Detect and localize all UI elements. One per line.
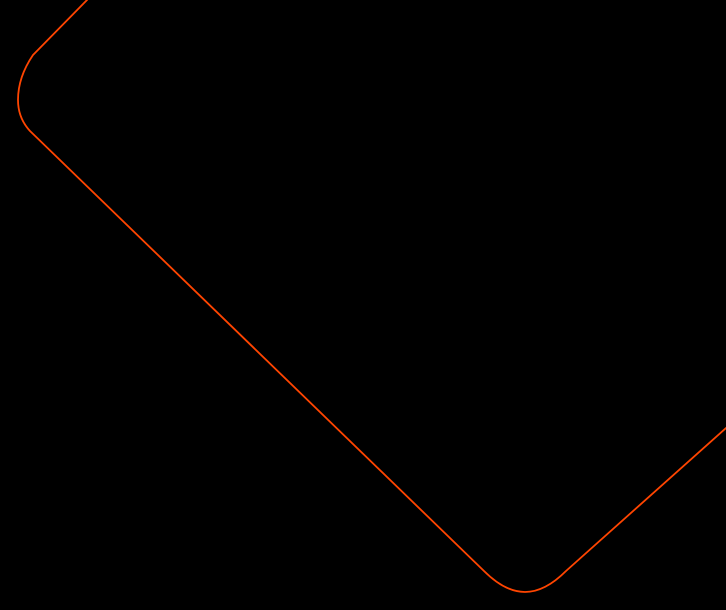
rounded-chevron-path bbox=[17, 0, 726, 593]
